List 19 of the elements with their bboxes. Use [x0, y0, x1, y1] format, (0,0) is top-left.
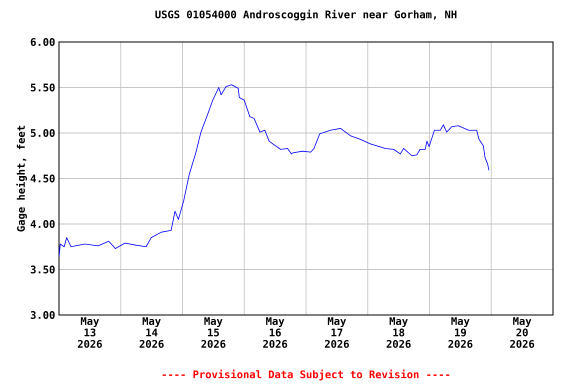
chart-title: USGS 01054000 Androscoggin River near Gorham, NH: [155, 10, 456, 20]
x-tick-label: May 19 2026: [448, 317, 472, 348]
y-tick-label: 3.00: [30, 311, 55, 319]
y-axis-title: Gage height, feet: [16, 126, 27, 232]
y-tick-label: 4.50: [30, 174, 55, 182]
x-tick-label: May 16 2026: [263, 317, 288, 348]
y-tick-label: 5.00: [30, 129, 55, 137]
text: ---- Provisional Data Subject to Revision ----: [162, 370, 450, 380]
y-tick-label: 6.00: [30, 38, 55, 46]
x-tick-label: May 20 2026: [510, 317, 534, 348]
y-tick-label: 3.50: [30, 266, 55, 274]
y-tick-label: 5.50: [30, 84, 55, 92]
line-series: [59, 84, 490, 258]
x-tick-label: May 14 2026: [140, 317, 164, 348]
y-tick-label: 4.00: [30, 220, 55, 228]
x-tick-label: May 18 2026: [386, 317, 411, 348]
x-tick-label: May 15 2026: [201, 317, 226, 348]
x-tick-label: May 17 2026: [324, 317, 349, 348]
x-tick-label: May 13 2026: [78, 317, 102, 348]
